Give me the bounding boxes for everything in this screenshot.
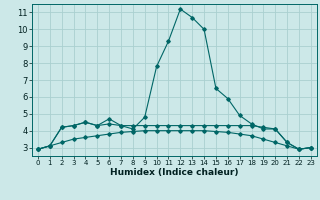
- X-axis label: Humidex (Indice chaleur): Humidex (Indice chaleur): [110, 168, 239, 177]
